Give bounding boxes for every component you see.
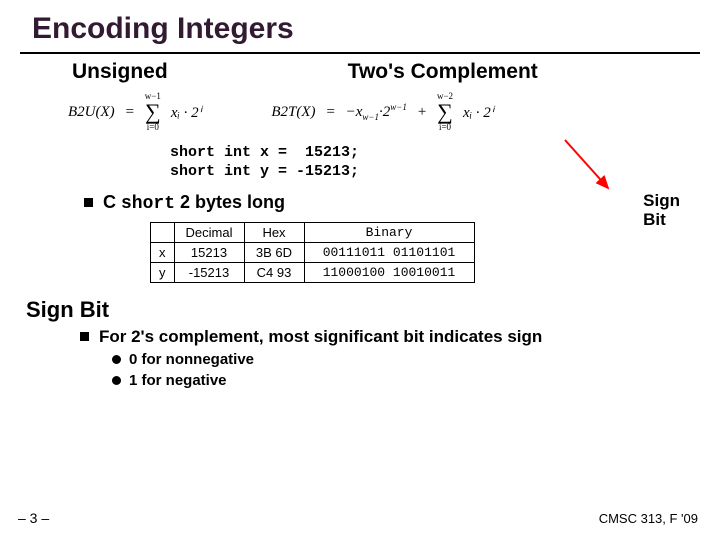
bullet-signbit-text: For 2's complement, most significant bit… bbox=[99, 327, 542, 347]
encoding-table-wrap: Decimal Hex Binary x 15213 3B 6D 0011101… bbox=[150, 222, 700, 283]
footer-page-number: – 3 – bbox=[18, 510, 49, 526]
bullet-signbit-main: For 2's complement, most significant bit… bbox=[80, 327, 700, 347]
signbit-callout-label: Sign Bit bbox=[643, 192, 680, 229]
code-block: short int x = 15213; short int y = -1521… bbox=[170, 144, 700, 182]
sub-bullet-nonneg: 0 for nonnegative bbox=[112, 351, 700, 368]
subheadings-row: Unsigned Two's Complement bbox=[20, 60, 700, 84]
sigma-bot: i=0 bbox=[147, 123, 159, 132]
cell-x-hex: 3B 6D bbox=[244, 242, 304, 262]
bullet-c-short-text: C short 2 bytes long bbox=[103, 192, 285, 214]
formula-b2t: B2T(X) = −xw−1·2w−1 + w−2 ∑ i=0 xᵢ · 2ⁱ bbox=[271, 92, 493, 132]
cell-x-dec: 15213 bbox=[174, 242, 244, 262]
slide-title: Encoding Integers bbox=[32, 12, 700, 46]
sub-bullet-neg-text: 1 for negative bbox=[129, 372, 227, 389]
section-signbit-heading: Sign Bit bbox=[26, 297, 700, 323]
sigma-icon: w−1 ∑ i=0 bbox=[145, 92, 161, 132]
table-header-row: Decimal Hex Binary bbox=[151, 222, 475, 242]
term-u: xᵢ · 2ⁱ bbox=[171, 103, 201, 122]
eq-sign: = bbox=[125, 104, 135, 121]
formula-row: B2U(X) = w−1 ∑ i=0 xᵢ · 2ⁱ B2T(X) = −xw−… bbox=[20, 92, 700, 132]
table-row: x 15213 3B 6D 00111011 01101101 bbox=[151, 242, 475, 262]
eq-sign2: = bbox=[326, 104, 336, 121]
square-bullet-icon bbox=[84, 198, 93, 207]
sub-bullet-nonneg-text: 0 for nonnegative bbox=[129, 351, 254, 368]
b2u-name: B2U(X) bbox=[68, 104, 115, 121]
cell-x-label: x bbox=[151, 242, 175, 262]
subhead-twos-complement: Two's Complement bbox=[348, 60, 538, 84]
table-row: y -15213 C4 93 11000100 10010011 bbox=[151, 262, 475, 282]
th-blank bbox=[151, 222, 175, 242]
dot-bullet-icon bbox=[112, 355, 121, 364]
formula-b2u: B2U(X) = w−1 ∑ i=0 xᵢ · 2ⁱ bbox=[68, 92, 201, 132]
bullet-c-short: C short 2 bytes long bbox=[84, 192, 700, 214]
square-bullet-icon bbox=[80, 332, 89, 341]
sub-bullet-neg: 1 for negative bbox=[112, 372, 700, 389]
cell-x-bin: 00111011 01101101 bbox=[304, 242, 474, 262]
cell-y-label: y bbox=[151, 262, 175, 282]
encoding-table: Decimal Hex Binary x 15213 3B 6D 0011101… bbox=[150, 222, 475, 283]
sigma-bot-2: i=0 bbox=[439, 123, 451, 132]
th-hex: Hex bbox=[244, 222, 304, 242]
signbit-label-line1: Sign bbox=[643, 191, 680, 210]
cell-y-dec: -15213 bbox=[174, 262, 244, 282]
b2t-name: B2T(X) bbox=[271, 104, 315, 121]
sigma-icon-2: w−2 ∑ i=0 bbox=[437, 92, 453, 132]
subhead-unsigned: Unsigned bbox=[72, 60, 168, 84]
plus-sign: + bbox=[417, 104, 427, 121]
footer-course: CMSC 313, F '09 bbox=[599, 511, 698, 526]
sigma-symbol-2: ∑ bbox=[437, 101, 453, 123]
dot-bullet-icon bbox=[112, 376, 121, 385]
th-binary: Binary bbox=[304, 222, 474, 242]
term-t: xᵢ · 2ⁱ bbox=[463, 103, 493, 122]
cell-y-bin: 11000100 10010011 bbox=[304, 262, 474, 282]
signbit-label-line2: Bit bbox=[643, 210, 666, 229]
th-decimal: Decimal bbox=[174, 222, 244, 242]
sigma-symbol: ∑ bbox=[145, 101, 161, 123]
title-rule bbox=[20, 52, 700, 54]
cell-y-hex: C4 93 bbox=[244, 262, 304, 282]
